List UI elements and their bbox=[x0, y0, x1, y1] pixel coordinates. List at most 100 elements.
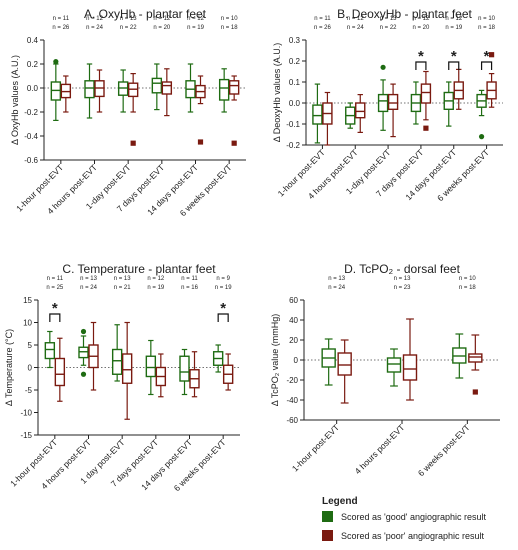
panel-d: D. TcPO₂ - dorsal feet 60 40 20 0 -20 -40 -60 Δ … bbox=[270, 262, 500, 478]
box-iqr bbox=[151, 77, 163, 94]
y-tick-label: 0.1 bbox=[289, 78, 301, 87]
y-tick-label: -20 bbox=[286, 376, 298, 385]
box-poor bbox=[420, 70, 432, 131]
n-poor-label: n = 24 bbox=[80, 285, 98, 291]
box-good bbox=[145, 339, 157, 396]
significance-star: * bbox=[451, 48, 457, 65]
y-tick-label: 60 bbox=[289, 296, 298, 305]
y-tick-label: 0.4 bbox=[27, 36, 39, 45]
significance-bracket bbox=[448, 61, 460, 70]
box-poor bbox=[222, 353, 234, 391]
box-good bbox=[386, 348, 402, 387]
n-poor-label: n = 19 bbox=[187, 25, 205, 31]
box-good bbox=[117, 69, 129, 113]
box-iqr bbox=[387, 93, 399, 110]
outlier-point bbox=[80, 328, 87, 335]
box-good bbox=[44, 330, 56, 369]
legend: Legend Scored as 'good' angiographic res… bbox=[322, 496, 518, 549]
n-good-label: n = 11 bbox=[53, 16, 70, 22]
n-good-label: n = 13 bbox=[80, 276, 98, 282]
n-poor-label: n = 22 bbox=[380, 25, 398, 31]
box-iqr bbox=[386, 357, 402, 373]
box-poor bbox=[402, 318, 418, 401]
n-good-label: n = 13 bbox=[120, 16, 138, 22]
box-poor bbox=[189, 351, 200, 398]
box-poor bbox=[337, 339, 352, 404]
box-good bbox=[312, 83, 323, 144]
box-iqr bbox=[402, 354, 418, 381]
n-good-label: n = 12 bbox=[86, 16, 104, 22]
n-good-label: n = 11 bbox=[47, 276, 64, 282]
n-good-label: n = 11 bbox=[314, 16, 331, 22]
box-iqr bbox=[145, 355, 157, 378]
y-tick-label: 0 bbox=[28, 364, 33, 373]
box-good bbox=[151, 63, 163, 111]
n-good-label: n = 10 bbox=[478, 16, 496, 22]
legend-item-good: Scored as 'good' angiographic result bbox=[322, 511, 518, 522]
y-tick-label: 10 bbox=[23, 319, 32, 328]
box-poor bbox=[161, 68, 173, 117]
n-poor-label: n = 20 bbox=[153, 25, 171, 31]
outlier-point bbox=[488, 52, 495, 58]
box-iqr bbox=[468, 353, 483, 363]
x-tick-label: 6 weeks post-EVT bbox=[416, 422, 472, 478]
n-good-label: n = 9 bbox=[216, 276, 230, 282]
box-poor bbox=[88, 321, 99, 391]
box-iqr bbox=[312, 104, 323, 125]
box-good bbox=[84, 63, 95, 119]
box-good bbox=[377, 64, 389, 131]
n-good-label: n = 12 bbox=[153, 16, 171, 22]
n-good-label: n = 12 bbox=[187, 16, 205, 22]
n-poor-label: n = 26 bbox=[52, 25, 70, 31]
panel-title: A. OxyHb - plantar feet bbox=[84, 7, 207, 21]
y-tick-label: -40 bbox=[286, 396, 298, 405]
n-good-label: n = 12 bbox=[347, 16, 365, 22]
n-good-label: n = 13 bbox=[328, 276, 346, 282]
significance-star: * bbox=[484, 48, 490, 65]
box-poor bbox=[387, 83, 399, 138]
box-iqr bbox=[179, 355, 190, 382]
significance-bracket bbox=[480, 61, 493, 70]
y-tick-label: 5 bbox=[28, 341, 33, 350]
box-poor bbox=[468, 334, 483, 395]
legend-swatch-good bbox=[322, 511, 333, 522]
y-tick-label: -10 bbox=[20, 409, 32, 418]
box-iqr bbox=[84, 80, 95, 99]
y-tick-label: -0.2 bbox=[24, 108, 38, 117]
y-tick-label: 0.2 bbox=[289, 57, 301, 66]
box-iqr bbox=[337, 352, 352, 376]
box-good bbox=[345, 102, 356, 129]
box-poor bbox=[322, 91, 333, 146]
y-tick-label: 0.3 bbox=[289, 36, 301, 45]
box-poor bbox=[486, 52, 497, 108]
legend-title: Legend bbox=[322, 496, 358, 507]
y-axis-label: Δ DeoxyHb values (A.U.) bbox=[272, 43, 282, 143]
x-tick-label: 4 hours post-EVT bbox=[353, 422, 407, 476]
n-poor-label: n = 18 bbox=[459, 285, 477, 291]
box-good bbox=[179, 348, 190, 396]
y-tick-label: -0.4 bbox=[24, 132, 38, 141]
box-poor bbox=[94, 69, 105, 113]
n-poor-label: n = 21 bbox=[114, 285, 132, 291]
n-poor-label: n = 20 bbox=[412, 25, 430, 31]
y-tick-label: 40 bbox=[289, 316, 298, 325]
box-good bbox=[476, 89, 487, 140]
box-good bbox=[185, 63, 196, 113]
n-good-label: n = 12 bbox=[445, 16, 463, 22]
n-poor-label: n = 25 bbox=[46, 285, 64, 291]
n-good-label: n = 10 bbox=[221, 16, 239, 22]
y-tick-label: 0.0 bbox=[289, 99, 301, 108]
n-good-label: n = 13 bbox=[114, 276, 132, 282]
n-poor-label: n = 18 bbox=[221, 25, 239, 31]
box-poor bbox=[121, 321, 133, 420]
box-iqr bbox=[121, 353, 133, 384]
y-tick-label: -0.1 bbox=[286, 120, 300, 129]
outlier-point bbox=[53, 59, 59, 65]
significance-star: * bbox=[220, 300, 226, 317]
box-iqr bbox=[218, 78, 230, 101]
panel-a: A. OxyHb - plantar feet 0.4 0.2 0.0 -0.2 -0.4… bbox=[10, 7, 246, 218]
box-good bbox=[452, 333, 467, 379]
legend-item-poor: Scored as 'poor' angiographic result bbox=[322, 530, 518, 541]
outlier-point bbox=[423, 125, 429, 131]
legend-swatch-poor bbox=[322, 530, 333, 541]
